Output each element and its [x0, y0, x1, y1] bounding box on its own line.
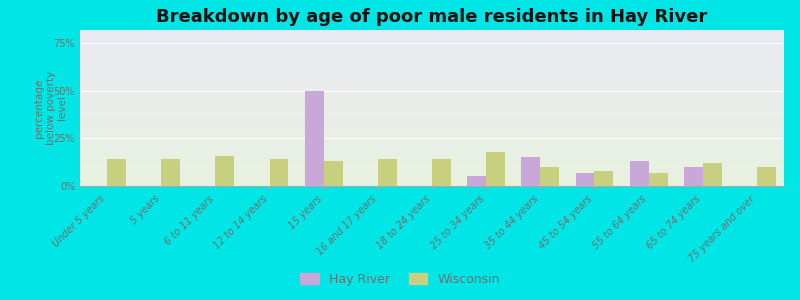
- Bar: [594, 171, 614, 186]
- Bar: [649, 173, 667, 186]
- Legend: Hay River, Wisconsin: Hay River, Wisconsin: [295, 268, 505, 291]
- Bar: [378, 159, 397, 186]
- Bar: [305, 91, 324, 186]
- Title: Breakdown by age of poor male residents in Hay River: Breakdown by age of poor male residents …: [156, 8, 708, 26]
- Bar: [107, 159, 126, 186]
- Bar: [467, 176, 486, 186]
- Bar: [324, 161, 342, 186]
- Bar: [270, 159, 289, 186]
- Bar: [702, 163, 722, 186]
- Bar: [630, 161, 649, 186]
- Bar: [432, 159, 451, 186]
- Bar: [215, 156, 234, 186]
- Bar: [540, 167, 559, 186]
- Bar: [575, 173, 594, 186]
- Bar: [757, 167, 776, 186]
- Bar: [162, 159, 180, 186]
- Bar: [684, 167, 702, 186]
- Bar: [522, 158, 540, 186]
- Bar: [486, 152, 505, 186]
- Y-axis label: percentage
below poverty
level: percentage below poverty level: [34, 71, 67, 145]
